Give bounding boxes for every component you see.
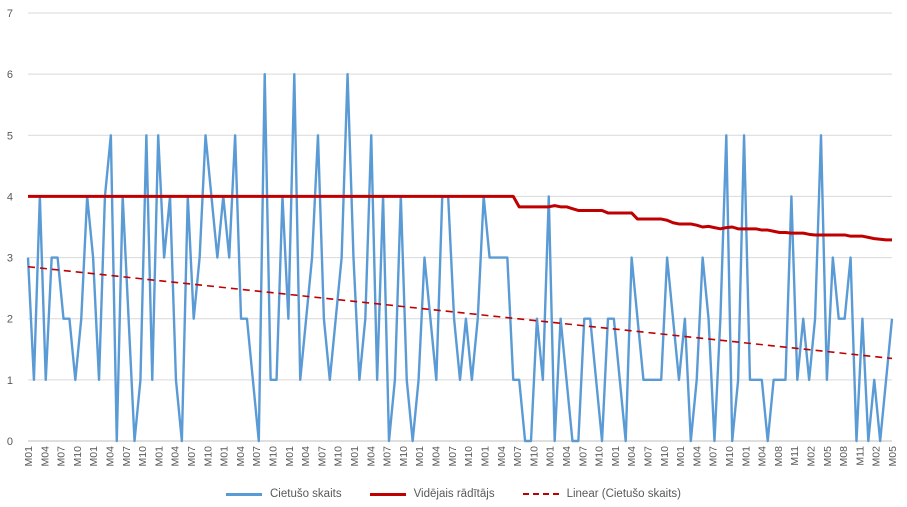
x-tick-label: M07 [56, 446, 68, 467]
series-line-2 [27, 265, 893, 360]
legend-item-videjais-raditajs: Vidējais rādītājs [369, 488, 495, 500]
x-tick-label: M04 [626, 446, 638, 467]
x-tick-label: M01 [88, 446, 100, 467]
legend: Cietušo skaits Vidējais rādītājs Linear … [0, 484, 907, 504]
x-tick-label: M04 [431, 446, 443, 467]
x-tick-label: M07 [577, 446, 589, 467]
y-tick-label: 2 [7, 314, 13, 326]
x-tick-label: M11 [789, 446, 801, 466]
legend-swatch-cietuso-skaits [226, 492, 262, 496]
x-tick-label: M08 [838, 446, 850, 467]
x-tick-label: M04 [561, 446, 573, 467]
x-tick-label: M10 [333, 446, 345, 467]
x-tick-label: M10 [528, 446, 540, 467]
x-tick-label: M10 [724, 446, 736, 467]
x-tick-label: M02 [805, 446, 817, 467]
legend-label-linear-trend: Linear (Cietušo skaits) [566, 488, 681, 500]
x-tick-label: M05 [887, 446, 899, 467]
x-tick-label: M01 [23, 446, 35, 467]
x-tick-label: M11 [854, 446, 866, 466]
x-tick-label: M07 [512, 446, 524, 467]
x-axis-tick-labels: M01 M04 M07 M10 M01 M04 M07 M10 M01 M04 M07 M10 M01 M… [23, 446, 899, 467]
x-tick-label: M07 [382, 446, 394, 467]
x-tick-label: M10 [268, 446, 280, 467]
x-tick-label: M04 [105, 446, 117, 467]
y-tick-label: 7 [7, 8, 13, 20]
x-tick-label: M10 [594, 446, 606, 467]
x-tick-label: M01 [284, 446, 296, 467]
x-tick-label: M10 [202, 446, 214, 467]
x-tick-label: M01 [479, 446, 491, 467]
legend-label-cietuso-skaits: Cietušo skaits [270, 488, 342, 500]
x-tick-label: M01 [153, 446, 165, 467]
legend-label-videjais-raditajs: Vidējais rādītājs [413, 488, 495, 500]
x-tick-label: M10 [659, 446, 671, 467]
x-tick-label: M01 [414, 446, 426, 467]
x-tick-label: M04 [496, 446, 508, 467]
x-tick-label: M10 [398, 446, 410, 467]
legend-swatch-videjais-raditajs [369, 492, 406, 496]
x-tick-label: M01 [740, 446, 752, 467]
x-tick-label: M04 [170, 446, 182, 467]
legend-item-cietuso-skaits: Cietušo skaits [226, 488, 342, 500]
x-tick-label: M07 [251, 446, 263, 467]
x-tick-label: M02 [871, 446, 883, 467]
x-tick-label: M04 [691, 446, 703, 467]
y-axis-tick-labels: 0 1 2 3 4 5 6 7 [7, 8, 13, 448]
x-tick-label: M04 [300, 446, 312, 467]
x-tick-label: M01 [610, 446, 622, 467]
y-tick-label: 6 [7, 69, 13, 81]
x-tick-label: M05 [822, 446, 834, 467]
x-tick-label: M04 [365, 446, 377, 467]
y-tick-label: 5 [7, 130, 13, 142]
legend-swatch-linear-trend [522, 493, 559, 495]
x-tick-label: M07 [121, 446, 133, 467]
x-tick-label: M07 [708, 446, 720, 467]
x-tick-label: M04 [235, 446, 247, 467]
series-line-1 [28, 194, 892, 242]
x-tick-label: M04 [757, 446, 769, 467]
x-tick-label: M07 [447, 446, 459, 467]
x-tick-label: M01 [675, 446, 687, 467]
x-tick-label: M07 [186, 446, 198, 467]
x-tick-label: M01 [545, 446, 557, 467]
y-tick-label: 3 [7, 253, 13, 265]
x-tick-label: M07 [642, 446, 654, 467]
x-tick-label: M10 [463, 446, 475, 467]
x-tick-label: M01 [349, 446, 361, 467]
y-tick-label: 1 [7, 375, 13, 387]
x-tick-label: M04 [39, 446, 51, 467]
x-tick-label: M10 [72, 446, 84, 467]
legend-item-linear-trend: Linear (Cietušo skaits) [522, 488, 681, 500]
x-tick-label: M08 [773, 446, 785, 467]
y-tick-label: 0 [7, 436, 13, 448]
x-tick-label: M01 [219, 446, 231, 467]
series-line-0 [26, 72, 894, 443]
series-lines [26, 72, 894, 443]
x-tick-label: M10 [137, 446, 149, 467]
y-tick-label: 4 [7, 191, 13, 203]
x-tick-label: M07 [316, 446, 328, 467]
